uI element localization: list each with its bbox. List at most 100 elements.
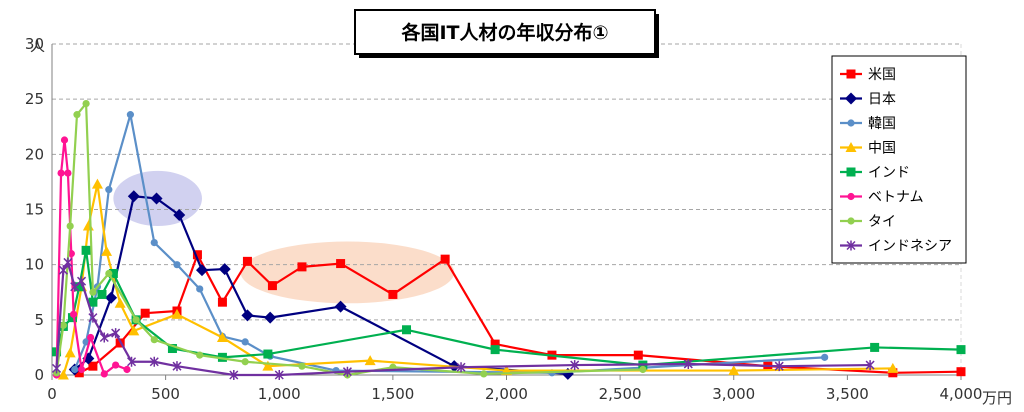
y-tick-label: 5	[34, 311, 44, 329]
data-point	[91, 178, 103, 189]
data-point	[52, 363, 62, 374]
data-point	[57, 169, 65, 177]
data-point	[167, 344, 177, 354]
data-point	[297, 262, 307, 272]
axis-layer: 0 5 10 15 20 25 30 0 500 1,000 1,500 2,000 2,500 3,00…	[25, 35, 983, 403]
data-point	[216, 331, 228, 342]
data-point	[633, 350, 643, 360]
data-point	[274, 370, 284, 380]
data-point	[267, 281, 277, 291]
data-point	[196, 351, 204, 359]
data-point	[99, 332, 109, 343]
data-point	[821, 353, 829, 361]
x-tick-label: 500	[151, 385, 180, 403]
data-point	[71, 365, 79, 374]
legend-label: インド	[868, 165, 910, 181]
data-point	[262, 360, 274, 371]
legend-entry: 米国	[840, 67, 896, 83]
x-tick-label: 1,500	[371, 385, 414, 403]
data-point	[82, 220, 94, 231]
data-point	[101, 245, 113, 256]
series-line	[55, 102, 643, 377]
data-point	[112, 361, 120, 369]
data-point	[683, 358, 693, 369]
data-point	[87, 333, 95, 342]
highlight-layer	[113, 170, 455, 304]
legend-marker	[846, 167, 856, 177]
data-point	[126, 111, 135, 119]
data-point	[88, 312, 98, 323]
data-point	[173, 261, 181, 269]
data-point	[89, 288, 97, 296]
x-tick-label: 0	[47, 385, 57, 403]
data-point	[114, 297, 126, 308]
data-point	[132, 316, 140, 324]
legend-entry: 日本	[840, 92, 896, 108]
series-7	[52, 99, 647, 379]
data-point	[364, 355, 376, 366]
y-axis-unit: 人	[30, 37, 45, 55]
legend-label: インドネシア	[868, 239, 952, 255]
legend-marker	[845, 92, 857, 105]
x-tick-label: 1,000	[258, 385, 301, 403]
data-point	[639, 365, 647, 374]
legend-label: 韓国	[868, 116, 896, 132]
data-point	[67, 250, 75, 258]
data-point	[111, 328, 121, 339]
title-box: 各国IT人材の年収分布①	[354, 9, 659, 58]
data-point	[88, 297, 98, 307]
data-point	[490, 339, 500, 349]
x-tick-label: 3,000	[712, 385, 755, 403]
data-point	[127, 356, 137, 367]
data-point	[59, 321, 67, 329]
chart-title: 各国IT人材の年収分布①	[400, 21, 608, 44]
legend-entry: ベトナム	[840, 190, 924, 206]
data-point	[192, 250, 202, 260]
data-point	[217, 297, 227, 307]
y-tick-label: 30	[25, 35, 44, 53]
data-point	[774, 361, 784, 372]
data-point	[196, 285, 204, 293]
data-point	[171, 308, 183, 319]
data-point	[73, 111, 81, 119]
data-point	[241, 358, 249, 366]
legend-label: 日本	[868, 92, 896, 108]
data-point	[388, 289, 398, 299]
data-point	[108, 268, 118, 278]
data-point	[58, 265, 68, 276]
data-point	[334, 300, 347, 313]
y-tick-label: 0	[34, 366, 44, 384]
data-point	[81, 245, 91, 255]
data-point	[480, 370, 488, 378]
data-point	[218, 263, 231, 276]
data-point	[263, 349, 273, 359]
data-point	[570, 360, 580, 371]
data-point	[402, 325, 412, 335]
data-point	[298, 362, 306, 370]
data-point	[195, 264, 208, 277]
legend-label: 中国	[868, 141, 896, 157]
data-point	[870, 342, 880, 352]
data-point	[100, 370, 108, 378]
legend-marker	[847, 119, 855, 127]
data-point	[140, 308, 150, 318]
grid-layer	[52, 43, 962, 375]
data-point	[69, 310, 78, 318]
data-point	[105, 291, 118, 304]
x-tick-label: 2,000	[485, 385, 528, 403]
data-point	[57, 369, 69, 380]
legend-label: 米国	[868, 67, 896, 83]
data-point	[64, 347, 76, 358]
data-point	[150, 239, 158, 247]
data-point	[97, 289, 107, 299]
data-point	[74, 368, 84, 378]
data-point	[440, 254, 450, 264]
data-point	[173, 209, 186, 222]
legend-marker	[847, 217, 855, 225]
legend-entry: 韓国	[840, 116, 896, 132]
data-point	[728, 365, 740, 376]
legend-marker	[846, 69, 856, 79]
data-point	[123, 365, 131, 374]
highlight-2	[240, 241, 455, 304]
